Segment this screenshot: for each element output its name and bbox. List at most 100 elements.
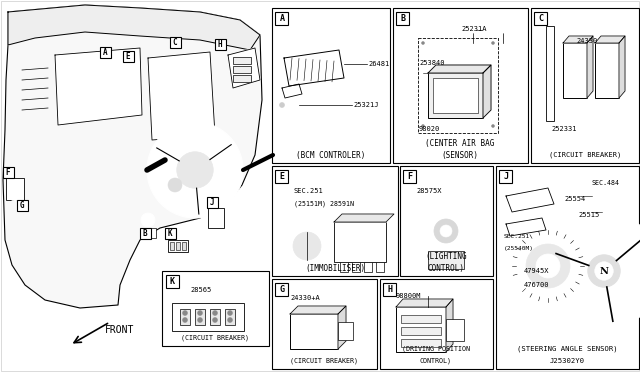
Text: SEC.251: SEC.251 (294, 188, 324, 194)
Text: G: G (20, 201, 24, 209)
Circle shape (182, 311, 188, 315)
Bar (214, 38, 225, 49)
Text: 252331: 252331 (551, 126, 577, 132)
Polygon shape (148, 52, 215, 140)
Circle shape (422, 42, 424, 45)
Polygon shape (334, 214, 394, 222)
Polygon shape (396, 299, 453, 307)
Text: (SENSOR): (SENSOR) (442, 151, 479, 160)
Bar (17, 199, 28, 211)
Text: (CIRCUIT BREAKER): (CIRCUIT BREAKER) (290, 358, 358, 364)
Circle shape (283, 222, 331, 270)
Bar (418, 38, 498, 133)
Bar (563, 43, 587, 98)
Bar (446, 319, 464, 341)
Bar (380, 279, 493, 369)
Polygon shape (228, 48, 260, 88)
Bar (166, 275, 179, 288)
Circle shape (227, 311, 232, 315)
Text: H: H (218, 39, 222, 48)
Circle shape (588, 255, 620, 287)
Text: 25515: 25515 (578, 212, 599, 218)
Circle shape (513, 231, 583, 301)
Bar (275, 282, 289, 295)
Bar (3, 167, 13, 177)
Text: J: J (504, 171, 509, 180)
Bar (340, 262, 348, 272)
Bar (275, 12, 289, 25)
Polygon shape (290, 306, 346, 314)
Bar (210, 309, 220, 325)
Text: K: K (170, 276, 175, 285)
Circle shape (570, 50, 580, 60)
Text: J25302Y0: J25302Y0 (550, 358, 584, 364)
Bar (180, 309, 190, 325)
Circle shape (419, 39, 426, 46)
Circle shape (492, 125, 495, 128)
Bar (364, 262, 372, 272)
Polygon shape (506, 188, 554, 212)
Bar (233, 57, 251, 64)
Polygon shape (587, 36, 593, 98)
Text: G: G (280, 285, 285, 294)
Circle shape (168, 178, 182, 192)
Polygon shape (595, 36, 625, 43)
Bar (225, 309, 235, 325)
Text: (IMMOBILISER): (IMMOBILISER) (305, 263, 365, 273)
Bar (170, 36, 180, 48)
Text: 98800M: 98800M (396, 293, 420, 299)
Bar (99, 46, 111, 58)
Text: (CIRCUIT BREAKER): (CIRCUIT BREAKER) (181, 335, 249, 341)
Text: B: B (143, 228, 147, 237)
Text: 28575X: 28575X (416, 188, 442, 194)
Circle shape (602, 50, 612, 60)
Text: 25321J: 25321J (353, 102, 378, 108)
Bar (162, 271, 269, 346)
Circle shape (147, 122, 243, 218)
Circle shape (280, 103, 285, 108)
Bar (176, 242, 180, 250)
Bar (396, 307, 446, 352)
Text: 476700: 476700 (524, 282, 550, 288)
Circle shape (422, 125, 424, 128)
Circle shape (141, 213, 155, 227)
Circle shape (586, 301, 596, 311)
Circle shape (293, 232, 321, 260)
Text: (BCM CONTROLER): (BCM CONTROLER) (296, 151, 365, 160)
Bar (172, 303, 244, 331)
Bar (122, 51, 134, 61)
Text: J: J (210, 198, 214, 206)
Circle shape (515, 281, 525, 291)
Text: FRONT: FRONT (105, 325, 134, 335)
Circle shape (227, 317, 232, 323)
Text: 24330+A: 24330+A (290, 295, 320, 301)
Polygon shape (8, 5, 260, 50)
Circle shape (182, 317, 188, 323)
Bar (352, 262, 360, 272)
Circle shape (177, 152, 213, 188)
Bar (272, 8, 390, 163)
Text: (25540M): (25540M) (504, 246, 534, 251)
Bar (401, 327, 441, 335)
Circle shape (536, 254, 560, 278)
Text: E: E (280, 171, 285, 180)
Bar (433, 78, 478, 113)
Circle shape (470, 27, 476, 33)
Text: F: F (408, 171, 413, 180)
Circle shape (586, 231, 596, 241)
Text: 28565: 28565 (190, 287, 211, 293)
Polygon shape (284, 50, 344, 86)
Text: E: E (125, 51, 131, 61)
Bar (401, 339, 441, 347)
Bar (272, 166, 398, 276)
Circle shape (492, 42, 495, 45)
Text: (LIGHTING: (LIGHTING (425, 251, 467, 260)
Polygon shape (506, 218, 546, 236)
Text: (CENTER AIR BAG: (CENTER AIR BAG (426, 138, 495, 148)
Circle shape (212, 311, 218, 315)
Bar (531, 8, 639, 163)
Circle shape (490, 39, 497, 46)
Text: C: C (538, 13, 543, 22)
Bar (168, 240, 188, 252)
Polygon shape (619, 36, 625, 98)
